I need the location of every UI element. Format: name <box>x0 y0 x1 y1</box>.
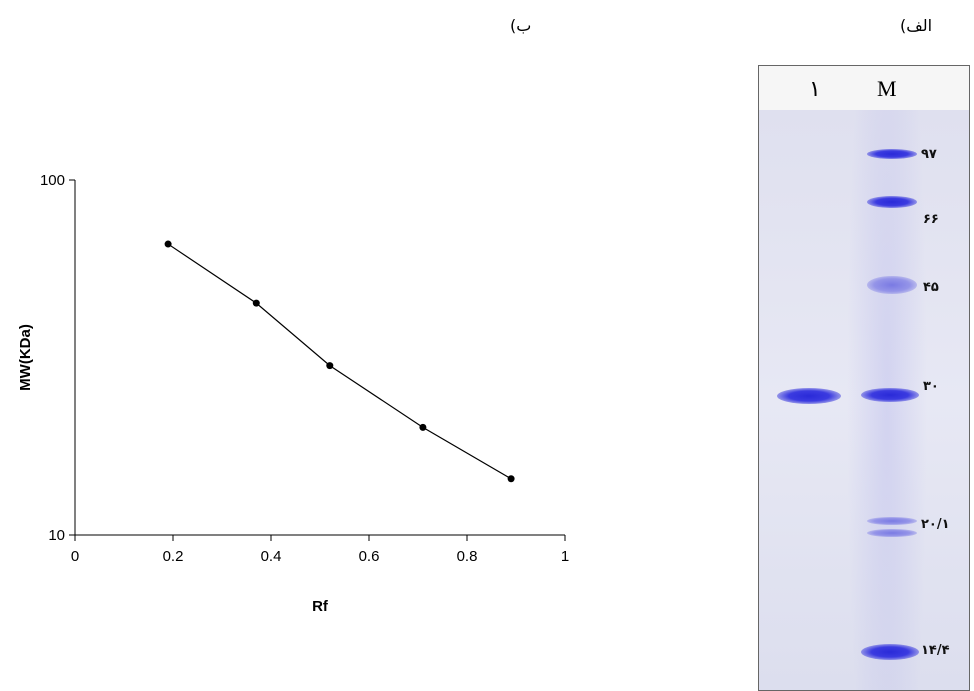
x-tick-label: 1 <box>561 548 569 565</box>
marker-label-97: ۹۷ <box>921 147 937 162</box>
series-line <box>167 243 512 480</box>
lane-label-m: M <box>877 76 897 101</box>
marker-label-66: ۶۶ <box>923 212 939 227</box>
gel-header: ۱ M <box>759 66 969 110</box>
marker-label-20-1: ۲۰/۱ <box>921 517 950 532</box>
marker-band-20-1b <box>867 529 917 537</box>
marker-band-66 <box>867 196 917 208</box>
data-point <box>164 240 172 248</box>
y-axis-label: MW(KDa) <box>17 324 34 391</box>
sds-page-gel: ۱ M ۹۷ ۶۶ ۴۵ ۳۰ ۲۰/۱ ۱۴/۴ <box>758 65 970 691</box>
marker-label-45: ۴۵ <box>923 280 939 295</box>
marker-band-97 <box>867 149 917 159</box>
sample-band <box>777 388 841 404</box>
mw-rf-chart: 0 0.2 0.4 0.6 0.8 1 10 100 Rf MW(KDa) <box>17 172 569 615</box>
data-point <box>326 362 334 370</box>
x-tick-label: 0.4 <box>261 548 282 565</box>
x-tick-label: 0.8 <box>457 548 478 565</box>
marker-band-14-4 <box>861 644 919 660</box>
x-tick-label: 0 <box>71 548 79 565</box>
marker-band-20-1a <box>867 517 917 525</box>
data-point <box>252 299 260 307</box>
marker-band-30 <box>861 388 919 402</box>
panel-label-a: الف) <box>900 16 933 35</box>
x-tick-label: 0.2 <box>163 548 184 565</box>
gel-body: ۹۷ ۶۶ ۴۵ ۳۰ ۲۰/۱ ۱۴/۴ <box>759 110 969 690</box>
y-tick-label: 10 <box>48 527 65 544</box>
marker-label-30: ۳۰ <box>923 379 939 394</box>
data-point <box>507 475 515 483</box>
x-tick-label: 0.6 <box>359 548 380 565</box>
y-tick-label: 100 <box>40 172 65 189</box>
x-axis-label: Rf <box>312 598 329 615</box>
data-point <box>419 423 427 431</box>
panel-label-b: ب) <box>510 16 532 35</box>
marker-label-14-4: ۱۴/۴ <box>921 643 950 658</box>
marker-band-45 <box>867 276 917 294</box>
lane-label-1: ۱ <box>809 76 821 101</box>
